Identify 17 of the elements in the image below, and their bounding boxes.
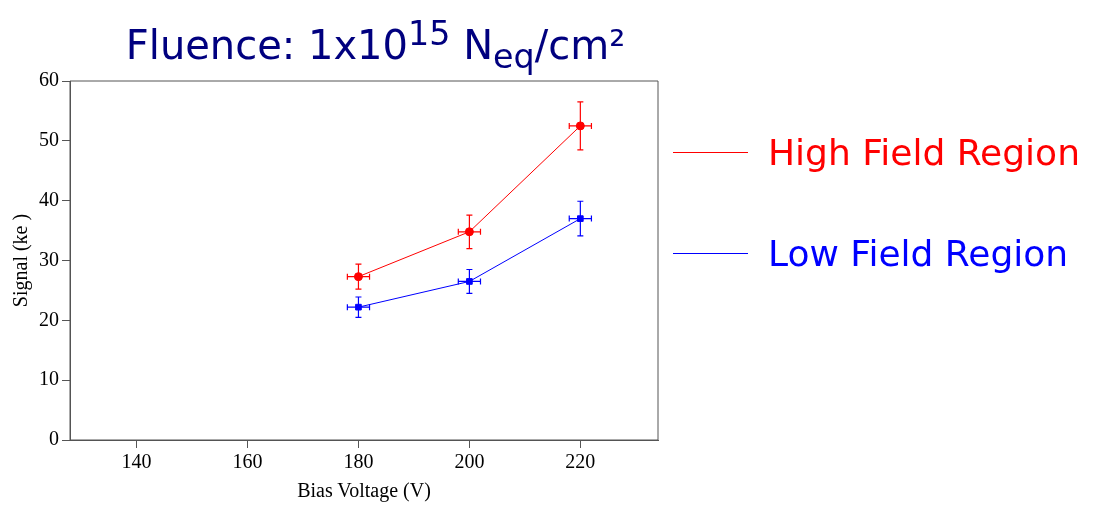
chart-title: Fluence: 1x10$^{15}$ N$_{eq}$/cm² xyxy=(124,13,627,77)
y-tick-label: 30 xyxy=(39,247,59,270)
y-tick-label: 0 xyxy=(49,427,59,450)
y-tick-label: 60 xyxy=(39,68,59,91)
legend-label: High Field Region xyxy=(768,132,1080,173)
legend-label: Low Field Region xyxy=(768,233,1069,274)
x-tick-label: 220 xyxy=(565,450,596,473)
x-tick-label: 160 xyxy=(232,450,263,473)
x-tick-label: 140 xyxy=(121,450,152,473)
x-axis-title: Bias Voltage (V) xyxy=(297,479,431,503)
x-tick-label: 180 xyxy=(343,450,374,473)
y-tick-label: 10 xyxy=(39,367,59,390)
y-tick-label: 20 xyxy=(39,307,59,330)
y-axis-title: Signal (ke ) xyxy=(9,213,33,308)
x-tick-label: 200 xyxy=(454,450,485,473)
y-tick-label: 40 xyxy=(39,187,59,210)
y-tick-label: 50 xyxy=(39,128,59,151)
